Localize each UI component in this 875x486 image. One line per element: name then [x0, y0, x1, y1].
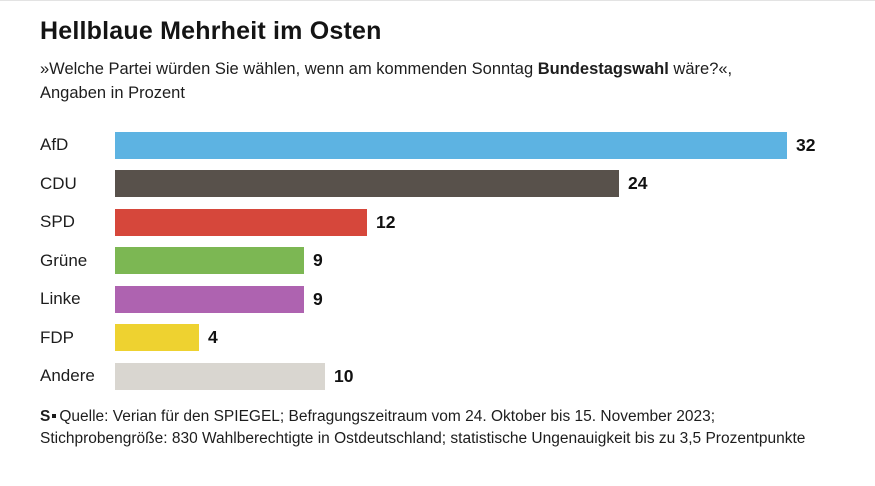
bar-chart: AfD 32 CDU 24 SPD 12 Grüne 9 Linke 9 FDP 4 Andere 10	[40, 131, 835, 390]
bar-track: 24	[115, 170, 835, 198]
chart-subtitle: »Welche Partei würden Sie wählen, wenn a…	[40, 58, 800, 106]
bar-andere	[115, 362, 325, 390]
category-label-spd: SPD	[40, 212, 75, 232]
bar-row: CDU 24	[40, 170, 835, 198]
bar-track: 9	[115, 247, 835, 275]
value-label: 9	[313, 288, 323, 309]
bar-track: 32	[115, 131, 835, 159]
bar-track: 4	[115, 324, 835, 352]
subtitle-text-2: wäre?«, Angaben in Prozent	[40, 60, 733, 102]
category-label-andere: Andere	[40, 366, 95, 386]
source-note: S Quelle: Verian für den SPIEGEL; Befragu…	[40, 406, 830, 450]
bar-rows: AfD 32 CDU 24 SPD 12 Grüne 9 Linke 9 FDP 4 Andere 10	[40, 131, 835, 390]
bar-fdp	[115, 324, 199, 352]
value-label: 32	[796, 134, 816, 155]
category-label-linke: Linke	[40, 289, 81, 309]
bar-afd	[115, 131, 787, 159]
bar-track: 9	[115, 285, 835, 313]
chart-title: Hellblaue Mehrheit im Osten	[40, 17, 382, 45]
bar-row: FDP 4	[40, 324, 835, 352]
value-label: 24	[628, 173, 648, 194]
bar-linke	[115, 285, 304, 313]
category-label-afd: AfD	[40, 135, 69, 155]
bar-row: SPD 12	[40, 208, 835, 236]
value-label: 9	[313, 250, 323, 271]
category-label-grüne: Grüne	[40, 250, 88, 270]
logo-dot-icon	[52, 413, 57, 418]
source-text: Quelle: Verian für den SPIEGEL; Befragun…	[40, 407, 806, 447]
subtitle-text-1: »Welche Partei würden Sie wählen, wenn a…	[40, 60, 538, 78]
bar-grüne	[115, 247, 304, 275]
value-label: 4	[208, 327, 218, 348]
bar-row: Linke 9	[40, 285, 835, 313]
bar-cdu	[115, 170, 619, 198]
category-label-fdp: FDP	[40, 327, 74, 347]
bar-track: 10	[115, 362, 835, 390]
bar-row: AfD 32	[40, 131, 835, 159]
bar-row: Andere 10	[40, 362, 835, 390]
bar-row: Grüne 9	[40, 247, 835, 275]
value-label: 10	[334, 365, 354, 386]
category-label-cdu: CDU	[40, 173, 77, 193]
bar-track: 12	[115, 208, 835, 236]
value-label: 12	[376, 211, 396, 232]
spiegel-logo-icon: S	[40, 407, 51, 425]
bar-spd	[115, 208, 367, 236]
subtitle-bold-word: Bundestagswahl	[537, 60, 669, 78]
